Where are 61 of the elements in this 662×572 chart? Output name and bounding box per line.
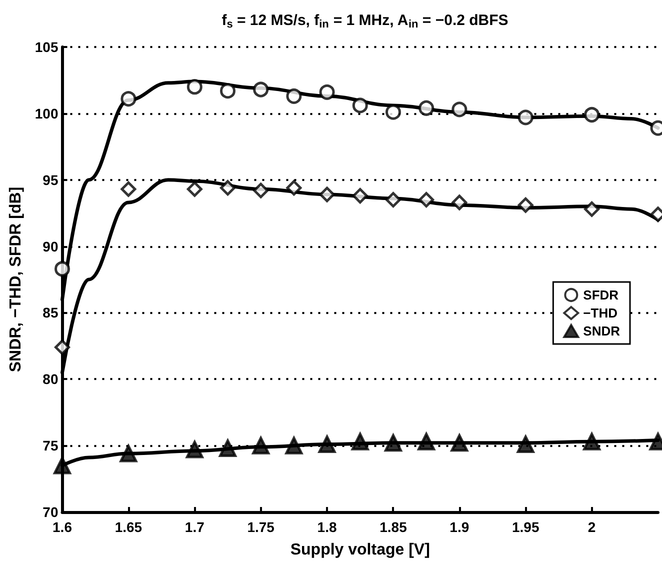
point [518,197,534,213]
point [318,435,336,453]
x-tick-label: 1.95 [512,519,540,535]
point [418,432,436,450]
point [518,110,534,126]
point [218,439,236,457]
x-tick-label: 1.85 [380,519,408,535]
point [186,181,202,197]
x-tick-label: 1.75 [247,519,275,535]
y-tick-label: 85 [42,304,58,321]
point [418,192,434,208]
x-tick-label: 2 [588,519,596,535]
y-tick-label: 75 [42,438,58,454]
point [384,434,402,452]
point [286,180,302,196]
point [319,84,335,100]
legend-label: −THD [583,306,618,320]
point [352,188,368,204]
point [253,182,269,198]
point [120,91,136,107]
legend-label: SNDR [583,324,621,338]
x-tick-label: 1.9 [450,519,470,535]
legend-label: SFDR [583,288,620,302]
y-tick-label: 100 [34,105,58,122]
y-tick-label: 80 [42,371,58,388]
point [584,201,600,217]
point [253,82,269,98]
y-tick-label: 70 [42,504,58,520]
y-tick-label: 90 [42,238,58,254]
point [583,432,601,450]
point [220,180,236,196]
point [220,83,236,99]
point [286,88,302,104]
y-tick-label: 95 [42,172,58,188]
x-tick-label: 1.6 [52,519,72,535]
point [319,186,335,202]
point [450,434,468,452]
x-tick-label: 1.8 [317,519,337,535]
point [54,340,70,356]
point [186,440,204,458]
point [120,181,136,197]
point [385,192,401,208]
x-tick-label: 1.65 [114,519,142,535]
point [120,444,138,462]
point [54,456,72,474]
point [54,261,70,277]
x-tick-label: 1.7 [184,519,205,535]
point [452,194,468,210]
point [584,107,600,123]
point [252,436,270,454]
point [352,98,368,114]
x-axis-title: Supply voltage [V] [290,542,430,558]
point [385,104,401,120]
y-axis-title: SNDR, −THD, SFDR [dB] [8,186,24,372]
point [186,79,202,95]
point [285,436,303,454]
point [452,102,468,118]
y-tick-label: 105 [34,39,58,55]
point [418,100,434,116]
point [351,432,369,450]
point [516,435,534,453]
